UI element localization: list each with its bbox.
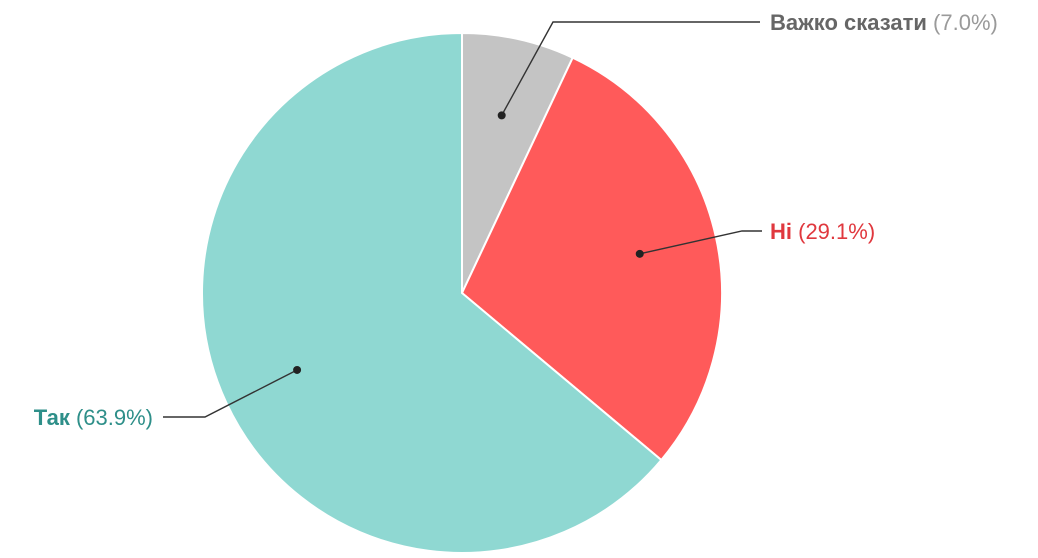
leader-dot-1 xyxy=(497,111,506,120)
leader-lines-layer xyxy=(163,21,762,418)
slice-label-1: Важко сказати (7.0%) xyxy=(770,10,998,35)
leader-dot-2 xyxy=(635,249,644,258)
leader-dot-3 xyxy=(293,365,302,374)
pie-slice-1 xyxy=(461,31,575,294)
slice-label-percent-2: (29.1%) xyxy=(792,219,875,244)
slices-layer xyxy=(201,31,723,554)
leader-line-1 xyxy=(501,21,760,116)
slice-label-2: Ні (29.1%) xyxy=(770,219,875,244)
slice-label-name-1: Важко сказати xyxy=(770,10,927,35)
slice-label-name-3: Так xyxy=(34,405,71,430)
slice-label-name-2: Ні xyxy=(770,219,792,244)
slice-labels-layer: Важко сказати (7.0%) Ні (29.1%) Так (63.9%… xyxy=(34,10,998,430)
leader-line-3 xyxy=(163,369,298,418)
pie-slice-3 xyxy=(201,31,663,554)
slice-label-percent-3: (63.9%) xyxy=(70,405,153,430)
leader-line-2 xyxy=(639,230,762,255)
slice-label-3: Так (63.9%) xyxy=(34,405,153,430)
slice-label-percent-1: (7.0%) xyxy=(927,10,998,35)
